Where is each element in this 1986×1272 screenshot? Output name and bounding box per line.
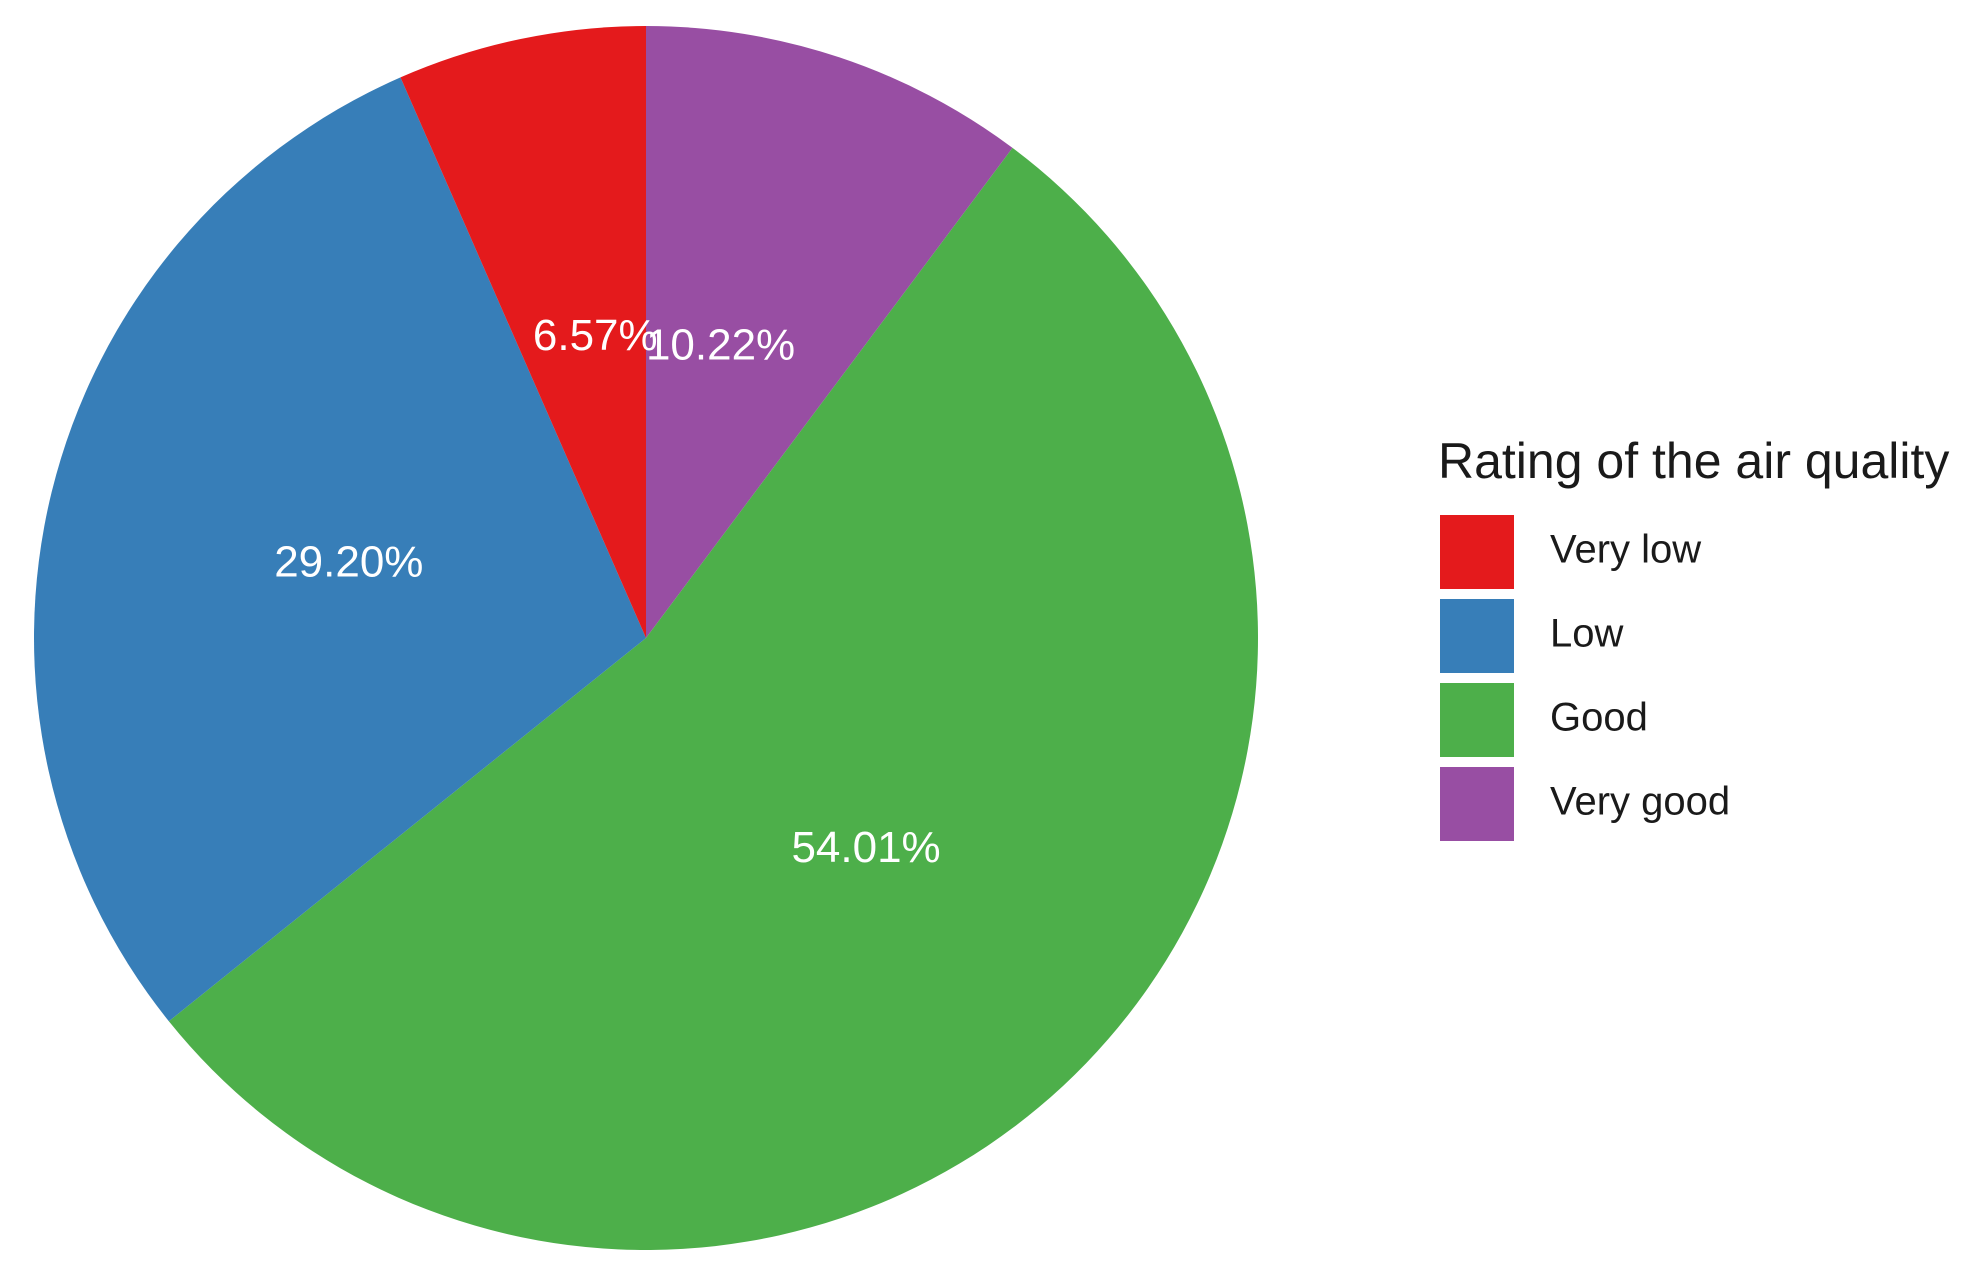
slice-label-good: 54.01% [791, 823, 940, 872]
pie-slices [33, 26, 1259, 1250]
legend-label-low: Low [1550, 612, 1623, 656]
legend: Rating of the air quality Very low Low Goo… [1438, 433, 1949, 841]
legend-label-very-good: Very good [1550, 780, 1730, 824]
slice-label-low: 29.20% [274, 538, 423, 587]
pie-slice-very-good [646, 26, 1013, 638]
slice-label-very-good: 10.22% [646, 320, 795, 369]
legend-items: Very low Low Good Very good [1440, 515, 1730, 841]
legend-swatch-very-good [1440, 767, 1514, 841]
pie-slice-labels: 10.22% 54.01% 29.20% 6.57% [274, 311, 940, 872]
slice-label-very-low: 6.57% [533, 311, 658, 360]
pie-slice-low [33, 77, 646, 1022]
legend-swatch-good [1440, 683, 1514, 757]
legend-swatch-very-low [1440, 515, 1514, 589]
pie-slice-very-low [400, 26, 646, 638]
legend-label-very-low: Very low [1550, 528, 1701, 572]
legend-label-good: Good [1550, 696, 1648, 740]
legend-title: Rating of the air quality [1438, 433, 1949, 489]
legend-swatch-low [1440, 599, 1514, 673]
pie-slice-good [168, 147, 1259, 1250]
